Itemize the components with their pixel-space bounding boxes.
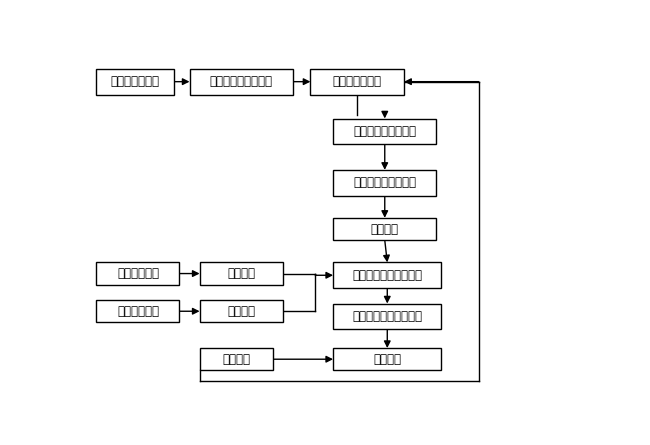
Bar [96, 69, 174, 94]
Text: 安装芯材: 安装芯材 [222, 353, 250, 366]
Text: 开挖沟槽、铺设钑板: 开挖沟槽、铺设钑板 [353, 176, 416, 189]
Bar [200, 263, 283, 285]
Bar [333, 348, 441, 370]
Bar [200, 348, 273, 370]
Text: 气体输送: 气体输送 [227, 305, 255, 318]
Text: 移机定位: 移机定位 [370, 222, 398, 235]
Text: 放样定位、高程测量: 放样定位、高程测量 [210, 75, 273, 88]
Text: 浆液配置搞拌: 浆液配置搞拌 [117, 267, 159, 280]
Bar [333, 303, 441, 329]
Bar [190, 69, 292, 94]
Bar [96, 300, 179, 322]
Bar [333, 263, 441, 288]
Text: 成墙移机: 成墙移机 [373, 353, 401, 366]
Text: 机械安装、调试: 机械安装、调试 [333, 75, 382, 88]
Bar [333, 218, 436, 240]
Text: 气体制作储备: 气体制作储备 [117, 305, 159, 318]
Text: 开挖沟槽、铺设钑板: 开挖沟槽、铺设钑板 [353, 125, 416, 138]
Bar [200, 300, 283, 322]
Text: 浆液输送: 浆液输送 [227, 267, 255, 280]
Bar [333, 118, 436, 144]
Bar [333, 170, 436, 196]
Text: 喷气注浆钓削搞拌下沉: 喷气注浆钓削搞拌下沉 [352, 269, 422, 282]
Bar [311, 69, 404, 94]
Text: 场地平整、备料: 场地平整、备料 [111, 75, 160, 88]
Bar [96, 263, 179, 285]
Text: 喷气注浆钓削搞拌提升: 喷气注浆钓削搞拌提升 [352, 310, 422, 323]
